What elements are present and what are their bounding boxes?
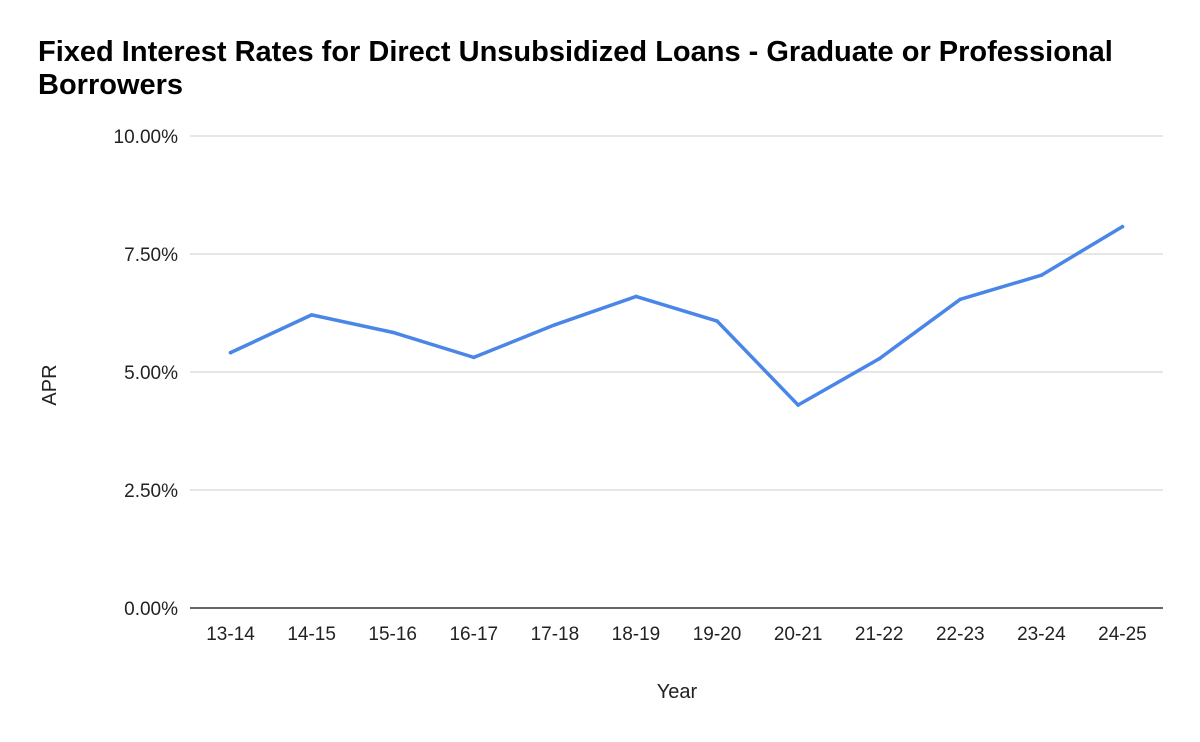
x-tick-label: 17-18 [531, 624, 580, 645]
data-point [634, 294, 638, 299]
x-tick-label: 22-23 [936, 624, 985, 645]
series-layer [228, 224, 1125, 407]
data-point [228, 350, 233, 355]
x-tick-label: 16-17 [449, 624, 498, 645]
y-tick-label: 7.50% [124, 245, 178, 266]
y-axis-title: APR [39, 364, 61, 405]
gridlines [190, 135, 1163, 491]
x-tick-label: 20-21 [774, 624, 823, 645]
data-point [390, 330, 395, 335]
data-point [309, 313, 314, 317]
data-point [471, 355, 476, 360]
data-point [958, 297, 963, 302]
chart-title: Fixed Interest Rates for Direct Unsubsid… [38, 36, 1113, 101]
x-axis-title: Year [657, 681, 698, 703]
y-axis-ticks: 0.00% 2.50% 5.00% 7.50% 10.00% [114, 127, 179, 620]
data-point [877, 356, 882, 361]
y-tick-label: 0.00% [124, 599, 178, 620]
y-tick-label: 2.50% [124, 481, 178, 502]
x-tick-label: 19-20 [693, 624, 742, 645]
x-tick-label: 15-16 [368, 624, 417, 645]
data-point [1039, 273, 1044, 278]
data-point [1120, 224, 1125, 229]
x-axis-ticks: 13-14 14-15 15-16 16-17 17-18 18-19 19-20 20-21… [206, 624, 1147, 645]
data-point [715, 319, 719, 323]
x-tick-label: 14-15 [287, 624, 336, 645]
series-line [228, 224, 1125, 407]
x-tick-label: 13-14 [206, 624, 255, 645]
data-point [796, 403, 800, 407]
x-tick-label: 18-19 [612, 624, 661, 645]
y-tick-label: 5.00% [124, 363, 178, 384]
data-point [553, 323, 557, 327]
x-tick-label: 24-25 [1098, 624, 1147, 645]
x-tick-label: 23-24 [1017, 624, 1066, 645]
y-tick-label: 10.00% [114, 127, 179, 148]
x-tick-label: 21-22 [855, 624, 904, 645]
